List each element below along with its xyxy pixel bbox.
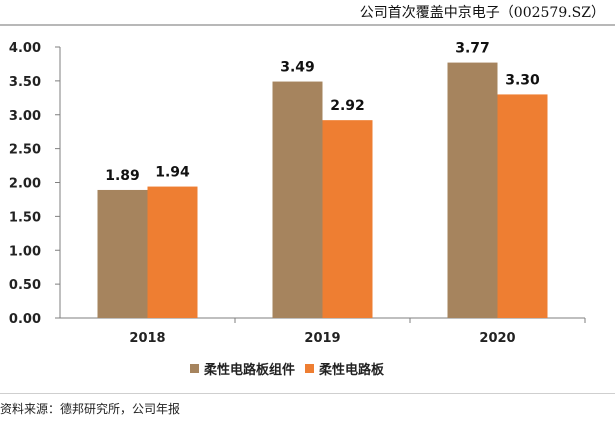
- bar-chart: 0.00 0.50 1.00 1.50 2.00 2.50 3.00 3.50 4.00 2018…: [9, 41, 586, 346]
- y-tick-label: 2.50: [9, 143, 41, 158]
- y-tick-label: 0.50: [9, 278, 41, 293]
- bar-series-2: [497, 94, 548, 318]
- x-tick-label: 2018: [129, 331, 165, 346]
- report-header-title: 公司首次覆盖中京电子（002579.SZ）: [359, 5, 605, 21]
- data-label: 3.49: [280, 60, 315, 76]
- data-label: 2.92: [330, 98, 365, 114]
- y-tick-label: 3.50: [9, 75, 41, 90]
- data-label: 3.30: [505, 72, 540, 88]
- legend-swatch-series-1: [190, 364, 199, 373]
- bar-series-1: [272, 81, 323, 319]
- y-tick-label: 1.00: [9, 244, 41, 259]
- y-tick-label: 1.50: [9, 210, 41, 225]
- y-tick-label: 4.00: [9, 41, 41, 56]
- legend-label-series-2: 柔性电路板: [319, 363, 385, 378]
- data-label: 1.94: [155, 165, 190, 181]
- y-tick-label: 0.00: [9, 312, 41, 327]
- header-divider: [0, 24, 615, 26]
- bar-series-2: [147, 186, 198, 318]
- y-tick-label: 2.00: [9, 177, 41, 192]
- legend-label-series-1: 柔性电路板组件: [204, 363, 296, 378]
- data-label: 3.77: [455, 41, 490, 57]
- y-tick-label: 3.00: [9, 109, 41, 124]
- source-note: 资料来源：德邦研究所，公司年报: [0, 402, 181, 416]
- x-tick-label: 2019: [304, 331, 340, 346]
- legend-swatch-series-2: [305, 364, 315, 373]
- legend-item-series-2: 柔性电路板: [305, 359, 384, 378]
- bar-series-2: [322, 120, 373, 318]
- chart-legend: 柔性电路板组件 柔性电路板: [190, 359, 384, 378]
- x-tick-label: 2020: [479, 331, 515, 346]
- bar-series-1: [97, 189, 148, 318]
- footer-divider: [0, 393, 615, 394]
- data-label: 1.89: [105, 168, 140, 184]
- legend-item-series-1: 柔性电路板组件: [190, 359, 295, 378]
- bar-series-1: [447, 62, 498, 318]
